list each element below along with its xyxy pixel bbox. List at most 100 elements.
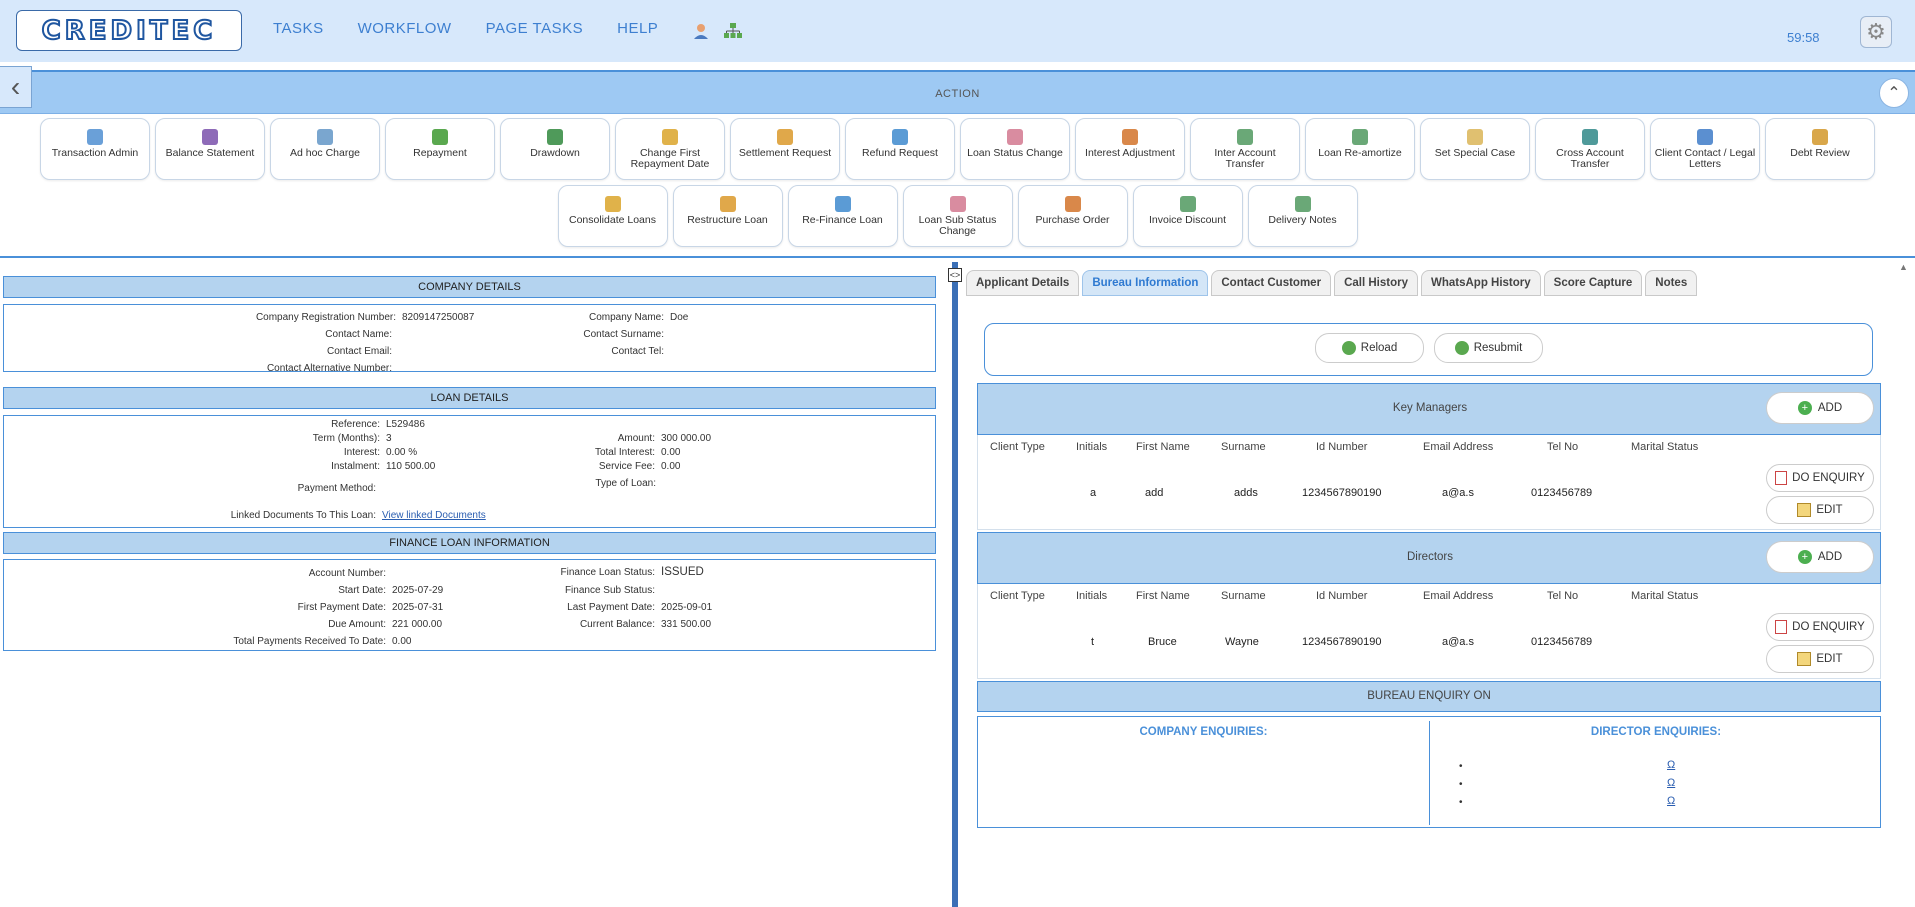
director-enquiry-link[interactable]: Ω bbox=[1667, 759, 1676, 771]
edit-button[interactable]: EDIT bbox=[1766, 645, 1874, 673]
loan-sub-status-change-icon bbox=[949, 196, 966, 212]
dir-first-name: Bruce bbox=[1148, 636, 1177, 648]
action-label: Drawdown bbox=[530, 147, 580, 159]
action-balance-statement[interactable]: Balance Statement bbox=[155, 118, 265, 180]
col-first-name: First Name bbox=[1136, 441, 1190, 453]
total-payments-value: 0.00 bbox=[392, 636, 412, 647]
change-first-repayment-date-icon bbox=[662, 129, 678, 145]
transaction-admin-icon bbox=[87, 129, 103, 145]
last-payment-date-label: Last Payment Date: bbox=[567, 602, 655, 613]
director-enquiries-title: DIRECTOR ENQUIRIES: bbox=[1590, 726, 1722, 738]
service-fee-value: 0.00 bbox=[661, 461, 681, 472]
directors-table: Client Type Initials First Name Surname … bbox=[977, 584, 1881, 679]
tab-applicant-details[interactable]: Applicant Details bbox=[966, 270, 1080, 296]
dir-initials: t bbox=[1091, 636, 1095, 648]
director-enquiry-link[interactable]: Ω bbox=[1667, 777, 1676, 789]
action-interest-adjustment[interactable]: Interest Adjustment bbox=[1075, 118, 1185, 180]
restructure-loan-icon bbox=[719, 196, 736, 212]
nav-tasks[interactable]: TASKS bbox=[273, 20, 324, 37]
action-label: Loan Status Change bbox=[967, 147, 1063, 159]
dir-id-number: 1234567890190 bbox=[1302, 636, 1382, 648]
tab-contact-customer[interactable]: Contact Customer bbox=[1211, 270, 1332, 296]
action-cross-account-transfer[interactable]: Cross Account Transfer bbox=[1535, 118, 1645, 180]
top-header: CREDITEC TASKS WORKFLOW PAGE TASKS HELP … bbox=[0, 0, 1915, 62]
creditec-logo[interactable]: CREDITEC bbox=[16, 10, 242, 51]
edit-button[interactable]: EDIT bbox=[1766, 496, 1874, 524]
action-consolidate-loans[interactable]: Consolidate Loans bbox=[557, 185, 668, 247]
loan-details-body: Reference: L529486 Term (Months): 3 Amount… bbox=[3, 415, 936, 528]
action-drawdown[interactable]: Drawdown bbox=[500, 118, 610, 180]
scroll-up-icon[interactable]: ▲ bbox=[1899, 262, 1908, 272]
action-debt-review[interactable]: Debt Review bbox=[1765, 118, 1875, 180]
do-enquiry-label: DO ENQUIRY bbox=[1792, 621, 1865, 633]
km-email: a@a.s bbox=[1442, 487, 1474, 499]
column-divider bbox=[1429, 721, 1430, 825]
total-interest-value: 0.00 bbox=[661, 447, 681, 458]
action-invoice-discount[interactable]: Invoice Discount bbox=[1132, 185, 1243, 247]
do-enquiry-button[interactable]: DO ENQUIRY bbox=[1766, 613, 1874, 641]
tab-bureau-information[interactable]: Bureau Information bbox=[1082, 270, 1209, 296]
do-enquiry-label: DO ENQUIRY bbox=[1792, 472, 1865, 484]
resubmit-button[interactable]: Resubmit bbox=[1434, 333, 1543, 363]
edit-label: EDIT bbox=[1816, 504, 1843, 516]
tab-whatsapp-history[interactable]: WhatsApp History bbox=[1420, 270, 1541, 296]
directors-title: Directors bbox=[1406, 551, 1453, 563]
interest-label: Interest: bbox=[343, 447, 380, 458]
back-chevron-icon[interactable]: ‹ bbox=[0, 66, 32, 108]
col-initials: Initials bbox=[1076, 590, 1108, 602]
tab-call-history[interactable]: Call History bbox=[1334, 270, 1418, 296]
col-id-number: Id Number bbox=[1316, 441, 1368, 453]
action-purchase-order[interactable]: Purchase Order bbox=[1017, 185, 1128, 247]
gear-icon[interactable]: ⚙ bbox=[1860, 16, 1892, 48]
do-enquiry-button[interactable]: DO ENQUIRY bbox=[1766, 464, 1874, 492]
add-key-manager-button[interactable]: + ADD bbox=[1766, 392, 1874, 424]
action-change-first-repayment-date[interactable]: Change First Repayment Date bbox=[615, 118, 725, 180]
balance-statement-icon bbox=[202, 129, 218, 145]
action-ad-hoc-charge[interactable]: Ad hoc Charge bbox=[270, 118, 380, 180]
director-enquiry-link[interactable]: Ω bbox=[1667, 795, 1676, 807]
collapse-chevron-up-icon[interactable]: ⌃ bbox=[1879, 78, 1909, 108]
due-amount-value: 221 000.00 bbox=[392, 619, 443, 630]
action-transaction-admin[interactable]: Transaction Admin bbox=[40, 118, 150, 180]
nav-page-tasks[interactable]: PAGE TASKS bbox=[485, 20, 584, 37]
add-director-button[interactable]: + ADD bbox=[1766, 541, 1874, 573]
action-bar-label: ACTION bbox=[935, 88, 980, 100]
tab-score-capture[interactable]: Score Capture bbox=[1543, 270, 1643, 296]
action-delivery-notes[interactable]: Delivery Notes bbox=[1247, 185, 1358, 247]
add-label: ADD bbox=[1817, 551, 1843, 563]
reload-button[interactable]: Reload bbox=[1315, 333, 1424, 363]
term-label: Term (Months): bbox=[312, 433, 380, 444]
resubmit-label: Resubmit bbox=[1473, 342, 1523, 354]
user-icon[interactable] bbox=[692, 22, 710, 40]
consolidate-loans-icon bbox=[604, 196, 621, 212]
document-icon bbox=[1775, 620, 1788, 634]
company-name-value: Doe bbox=[670, 312, 689, 323]
action-loan-sub-status-change[interactable]: Loan Sub Status Change bbox=[902, 185, 1013, 247]
nav-help[interactable]: HELP bbox=[617, 20, 659, 37]
action-set-special-case[interactable]: Set Special Case bbox=[1420, 118, 1530, 180]
bureau-enquiry-header: BUREAU ENQUIRY ON bbox=[977, 681, 1881, 712]
panel-splitter[interactable] bbox=[952, 262, 958, 907]
action-re-finance-loan[interactable]: Re-Finance Loan bbox=[787, 185, 898, 247]
action-settlement-request[interactable]: Settlement Request bbox=[730, 118, 840, 180]
action-refund-request[interactable]: Refund Request bbox=[845, 118, 955, 180]
action-restructure-loan[interactable]: Restructure Loan bbox=[672, 185, 783, 247]
tab-notes[interactable]: Notes bbox=[1645, 270, 1698, 296]
action-repayment[interactable]: Repayment bbox=[385, 118, 495, 180]
action-client-contact-legal-letters[interactable]: Client Contact / Legal Letters bbox=[1650, 118, 1760, 180]
action-label: Transaction Admin bbox=[51, 147, 139, 159]
action-label: Inter Account Transfer bbox=[1214, 147, 1276, 170]
org-chart-icon[interactable] bbox=[724, 22, 742, 40]
payment-method-label: Payment Method: bbox=[297, 483, 376, 494]
term-value: 3 bbox=[386, 433, 392, 444]
col-first-name: First Name bbox=[1136, 590, 1190, 602]
due-amount-label: Due Amount: bbox=[328, 619, 386, 630]
action-loan-re-amortize[interactable]: Loan Re-amortize bbox=[1305, 118, 1415, 180]
action-loan-status-change[interactable]: Loan Status Change bbox=[960, 118, 1070, 180]
instalment-value: 110 500.00 bbox=[386, 461, 436, 472]
view-linked-documents-link[interactable]: View linked Documents bbox=[382, 510, 486, 521]
action-inter-account-transfer[interactable]: Inter Account Transfer bbox=[1190, 118, 1300, 180]
resize-handle-icon[interactable]: <> bbox=[948, 268, 962, 282]
col-marital-status: Marital Status bbox=[1631, 590, 1699, 602]
nav-workflow[interactable]: WORKFLOW bbox=[357, 20, 452, 37]
